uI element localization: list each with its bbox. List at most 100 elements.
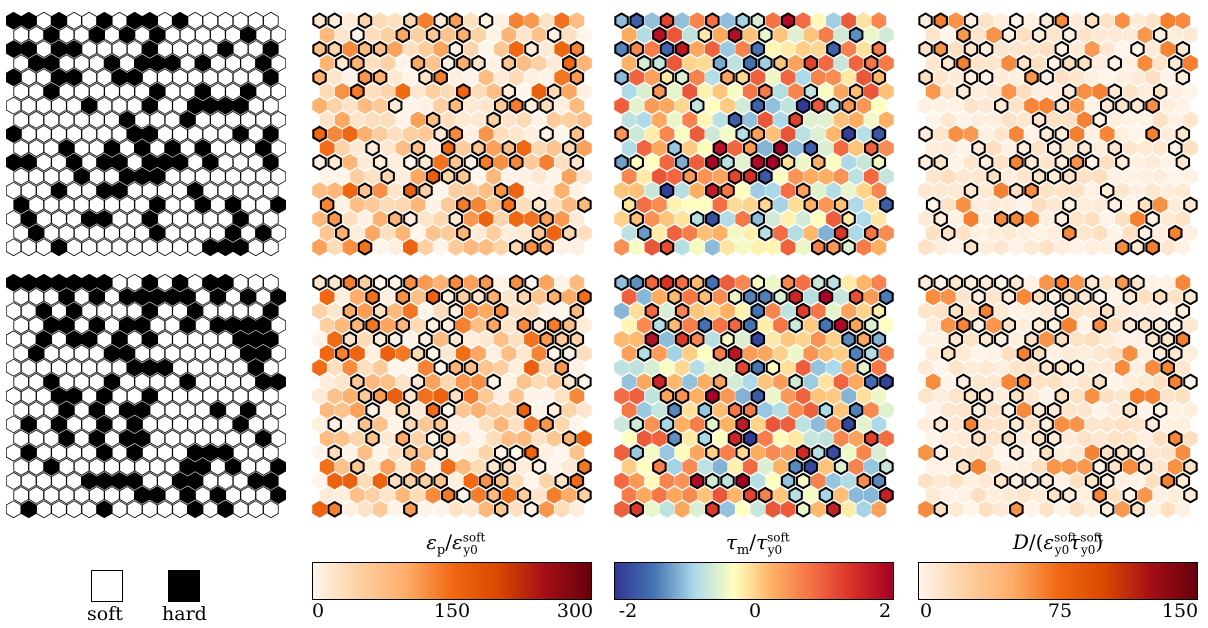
hex-cell — [993, 274, 1009, 292]
hard-cell-outline — [856, 359, 871, 377]
hex-cell — [788, 458, 803, 476]
hard-cell-outline — [327, 415, 342, 433]
hex-cell — [403, 12, 418, 30]
hard-cell-outline — [1031, 316, 1047, 334]
hex-cell — [501, 83, 517, 100]
hard-cell-outline — [1047, 54, 1062, 72]
hex-cell — [1062, 26, 1077, 44]
hex-cell — [387, 500, 403, 518]
hex-cell — [380, 345, 396, 362]
hex-cell — [879, 168, 894, 185]
hex-cell — [742, 54, 758, 72]
hex-cell — [96, 472, 113, 490]
hex-cell — [674, 274, 690, 292]
hex-cell — [614, 387, 629, 405]
hard-cell-outline — [463, 359, 479, 377]
hex-cell — [863, 401, 879, 419]
hex-cell — [327, 415, 343, 433]
hex-cell — [36, 500, 52, 518]
hex-cell — [818, 83, 834, 100]
hex-cell — [81, 387, 97, 405]
hex-cell — [1001, 111, 1017, 129]
hex-cell — [742, 111, 758, 129]
hex-cell — [795, 68, 811, 86]
hex-cell — [826, 472, 841, 490]
hex-cell — [652, 430, 667, 447]
hex-cell — [993, 500, 1009, 518]
hex-cell — [978, 125, 994, 143]
hex-cell — [493, 387, 509, 405]
hex-cell — [933, 238, 949, 256]
hex-cell — [327, 125, 343, 143]
hard-cell-outline — [621, 196, 637, 214]
hex-cell — [387, 182, 403, 200]
hex-cell — [1145, 12, 1160, 30]
hard-cell-outline — [539, 97, 554, 115]
hex-cell — [720, 68, 735, 86]
hex-cell — [765, 97, 781, 115]
hard-cell-outline — [750, 153, 765, 171]
hex-cell — [240, 82, 256, 101]
hex-cell — [372, 359, 388, 377]
hex-cell — [217, 68, 234, 87]
hard-cell-outline — [1122, 486, 1138, 504]
hex-cell — [134, 195, 150, 214]
hex-cell — [705, 125, 720, 143]
hex-cell — [925, 224, 941, 242]
hard-cell-outline — [948, 331, 964, 348]
hex-cell — [66, 238, 82, 256]
hex-cell — [1039, 40, 1054, 58]
hex-cell — [327, 359, 343, 377]
hex-cell — [350, 168, 365, 185]
hex-cell — [357, 153, 373, 171]
hex-cell — [508, 500, 524, 518]
hex-cell — [342, 330, 358, 348]
hex-cell — [501, 458, 517, 476]
hex-cell — [720, 274, 735, 292]
hex-cell — [644, 40, 660, 58]
hex-cell — [986, 486, 1002, 504]
hex-cell — [126, 302, 143, 320]
hex-cell — [636, 401, 652, 419]
hex-cell — [463, 153, 479, 171]
hex-cell — [410, 288, 426, 306]
dissipation-map-row1 — [918, 12, 1198, 256]
hex-cell — [1016, 224, 1032, 242]
hard-cell-outline — [652, 373, 667, 391]
hex-cell — [826, 97, 841, 115]
hex-cell — [263, 443, 279, 462]
hard-cell-outline — [516, 316, 532, 334]
hex-cell — [652, 26, 667, 44]
hex-cell — [240, 372, 256, 391]
hex-cell — [195, 224, 211, 243]
hex-cell — [1001, 373, 1017, 391]
hex-cell — [765, 12, 781, 30]
hard-cell-outline — [1122, 401, 1138, 419]
hex-cell — [58, 110, 75, 129]
hex-cell — [621, 373, 637, 391]
hex-cell — [486, 83, 501, 100]
hex-cell — [1160, 387, 1176, 405]
hard-cell-outline — [1054, 210, 1069, 228]
hex-cell — [629, 68, 645, 86]
hex-cell — [636, 111, 652, 129]
hex-cell — [508, 182, 524, 200]
hex-cell — [1039, 210, 1054, 228]
hex-cell — [312, 500, 327, 518]
hex-cell — [433, 330, 448, 348]
hard-cell-outline — [848, 26, 864, 44]
hard-cell-outline — [395, 316, 411, 334]
hex-cell — [380, 26, 396, 44]
hex-cell — [795, 444, 811, 462]
hex-cell — [6, 181, 22, 200]
hex-cell — [456, 345, 471, 362]
hex-cell — [948, 274, 964, 292]
hard-cell-outline — [629, 40, 644, 58]
hard-label: hard — [162, 603, 207, 625]
hex-cell — [1152, 345, 1168, 362]
hex-cell — [395, 288, 411, 306]
hex-cell — [569, 12, 585, 30]
hex-cell — [350, 316, 365, 334]
hex-cell — [20, 181, 37, 200]
hex-cell — [350, 486, 365, 504]
